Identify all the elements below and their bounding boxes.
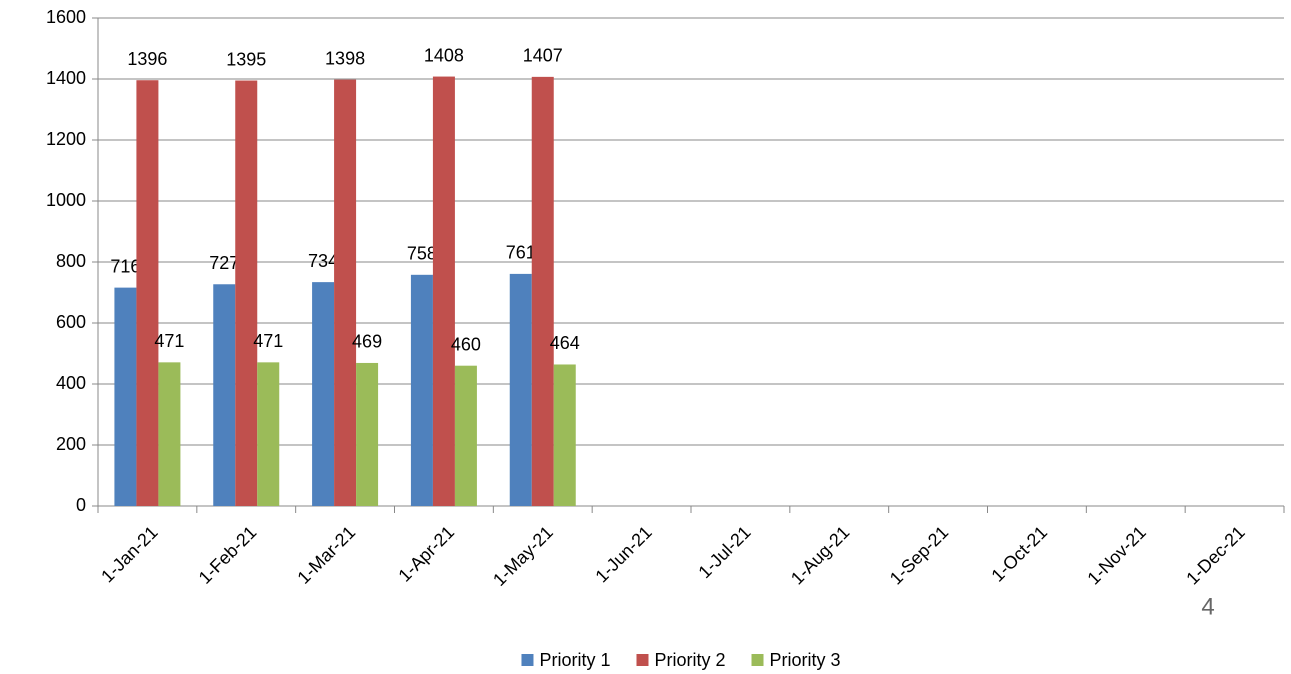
y-tick-label: 1400 bbox=[46, 68, 86, 88]
bar bbox=[432, 76, 455, 506]
bar bbox=[410, 274, 433, 506]
bar bbox=[213, 284, 236, 506]
x-tick-label: 1-May-21 bbox=[489, 522, 557, 590]
y-tick-label: 800 bbox=[56, 251, 86, 271]
bar bbox=[114, 287, 137, 506]
bar bbox=[235, 80, 258, 507]
bar bbox=[257, 362, 280, 506]
legend-label: Priority 2 bbox=[654, 650, 725, 670]
y-tick-label: 1200 bbox=[46, 129, 86, 149]
legend: Priority 1 Priority 2 Priority 3 bbox=[521, 650, 841, 670]
x-tick-label: 1-Mar-21 bbox=[293, 522, 359, 588]
data-label: 1408 bbox=[424, 45, 464, 65]
page-number: 4 bbox=[1201, 593, 1214, 620]
bar bbox=[158, 362, 181, 506]
y-tick-label: 600 bbox=[56, 312, 86, 332]
legend-swatch bbox=[636, 654, 649, 666]
bar bbox=[454, 365, 477, 506]
bar bbox=[531, 76, 554, 507]
bar bbox=[509, 273, 532, 506]
data-label: 727 bbox=[209, 253, 239, 273]
x-tick-label: 1-Dec-21 bbox=[1182, 522, 1248, 588]
data-label: 1395 bbox=[226, 49, 266, 69]
y-tick-label: 0 bbox=[76, 495, 86, 515]
x-tick-label: 1-Jun-21 bbox=[591, 522, 655, 586]
x-tick-label: 1-Sep-21 bbox=[886, 522, 953, 589]
data-label: 716 bbox=[110, 256, 140, 276]
data-label: 1396 bbox=[127, 49, 167, 69]
legend-swatch bbox=[521, 654, 534, 666]
bar bbox=[312, 282, 335, 506]
x-tick-label: 1-Feb-21 bbox=[195, 522, 261, 588]
data-label: 1398 bbox=[325, 48, 365, 68]
data-label: 761 bbox=[506, 243, 536, 263]
bar bbox=[136, 80, 159, 506]
data-label: 1407 bbox=[523, 46, 563, 66]
data-label: 471 bbox=[154, 331, 184, 351]
data-label: 758 bbox=[407, 244, 437, 264]
x-tick-label: 1-Aug-21 bbox=[787, 522, 854, 589]
x-tick-label: 1-Oct-21 bbox=[987, 522, 1051, 586]
y-tick-label: 1600 bbox=[46, 7, 86, 27]
data-label: 469 bbox=[352, 332, 382, 352]
data-label: 460 bbox=[451, 334, 481, 354]
legend-label: Priority 3 bbox=[770, 650, 841, 670]
bar bbox=[553, 364, 576, 506]
data-label: 464 bbox=[550, 333, 580, 353]
y-tick-label: 1000 bbox=[46, 190, 86, 210]
bar bbox=[334, 79, 357, 507]
data-label: 471 bbox=[253, 331, 283, 351]
x-tick-label: 1-Jul-21 bbox=[694, 522, 754, 582]
y-tick-label: 200 bbox=[56, 434, 86, 454]
legend-label: Priority 1 bbox=[539, 650, 610, 670]
x-tick-label: 1-Apr-21 bbox=[394, 522, 458, 586]
bar bbox=[356, 362, 379, 506]
x-tick-label: 1-Jan-21 bbox=[97, 522, 161, 586]
legend-swatch bbox=[751, 654, 764, 666]
x-tick-label: 1-Nov-21 bbox=[1083, 522, 1149, 588]
y-tick-label: 400 bbox=[56, 373, 86, 393]
data-label: 734 bbox=[308, 251, 338, 271]
